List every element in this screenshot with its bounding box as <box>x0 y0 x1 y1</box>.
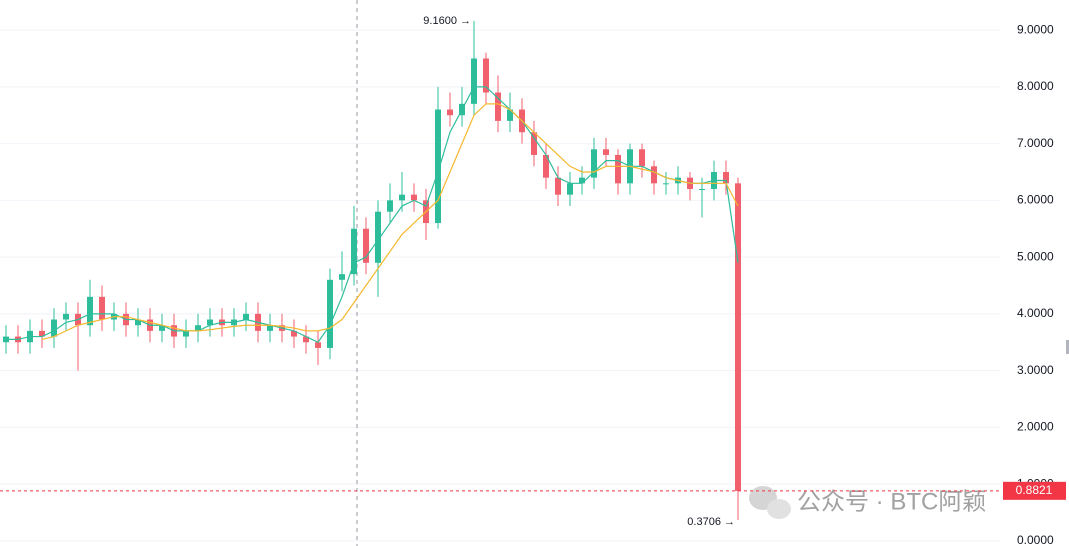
candle-body <box>135 319 141 326</box>
y-tick-label: 3.0000 <box>1017 363 1054 377</box>
candle-body <box>183 330 189 337</box>
candle-body <box>543 154 549 178</box>
y-tick-label: 8.0000 <box>1017 79 1054 93</box>
candle-body <box>555 177 561 195</box>
candle-body <box>639 149 645 167</box>
candle-body <box>315 342 321 348</box>
candle-body <box>507 109 513 121</box>
y-tick-label: 6.0000 <box>1017 193 1054 207</box>
candle-body <box>699 189 705 190</box>
candle-body <box>39 330 45 337</box>
low-marker: 0.3706 → <box>687 516 735 528</box>
candle-body <box>351 228 357 275</box>
candle-body <box>399 194 405 201</box>
scroll-handle <box>1066 340 1069 354</box>
watermark: 公众号 · BTC阿颖 <box>797 488 986 515</box>
candle-body <box>375 211 381 263</box>
candle-body <box>495 92 501 121</box>
candle-body <box>651 166 657 184</box>
candle-body <box>291 330 297 337</box>
moving-average <box>41 103 739 340</box>
candle-body <box>195 325 201 331</box>
candle-body <box>51 319 57 337</box>
candle-body <box>447 109 453 116</box>
candle-body <box>327 279 333 348</box>
candle-body <box>663 183 669 185</box>
candle-body <box>591 149 597 178</box>
candle-body <box>207 319 213 326</box>
high-marker: 9.1600 → <box>423 15 471 27</box>
candle-body <box>159 325 165 331</box>
candle-body <box>531 132 537 155</box>
candle-body <box>603 149 609 155</box>
y-tick-label: 7.0000 <box>1017 136 1054 150</box>
y-tick-label: 2.0000 <box>1017 420 1054 434</box>
candle-body <box>87 296 93 326</box>
candle-body <box>567 183 573 195</box>
y-tick-label: 0.0000 <box>1017 533 1054 546</box>
watermark-icon <box>749 486 791 519</box>
candle-body <box>63 313 69 320</box>
candle-body <box>411 194 417 201</box>
last-price-label: 0.8821 <box>1016 483 1053 497</box>
last-price-box <box>1003 481 1066 500</box>
candle-body <box>339 274 345 280</box>
candle-body <box>363 228 369 263</box>
candle-body <box>735 183 741 491</box>
y-tick-label: 4.0000 <box>1017 306 1054 320</box>
candle-body <box>471 58 477 104</box>
candle-body <box>243 313 249 320</box>
candle-body <box>579 177 585 184</box>
candle-body <box>267 325 273 331</box>
candle-body <box>483 58 489 93</box>
candle-body <box>99 296 105 320</box>
candle-body <box>303 336 309 343</box>
moving-average <box>6 86 739 344</box>
candle-body <box>723 171 729 184</box>
candle-body <box>615 154 621 184</box>
candle-body <box>387 200 393 212</box>
y-tick-label: 5.0000 <box>1017 249 1054 263</box>
y-tick-label: 9.0000 <box>1017 22 1054 36</box>
candle-body <box>435 109 441 224</box>
